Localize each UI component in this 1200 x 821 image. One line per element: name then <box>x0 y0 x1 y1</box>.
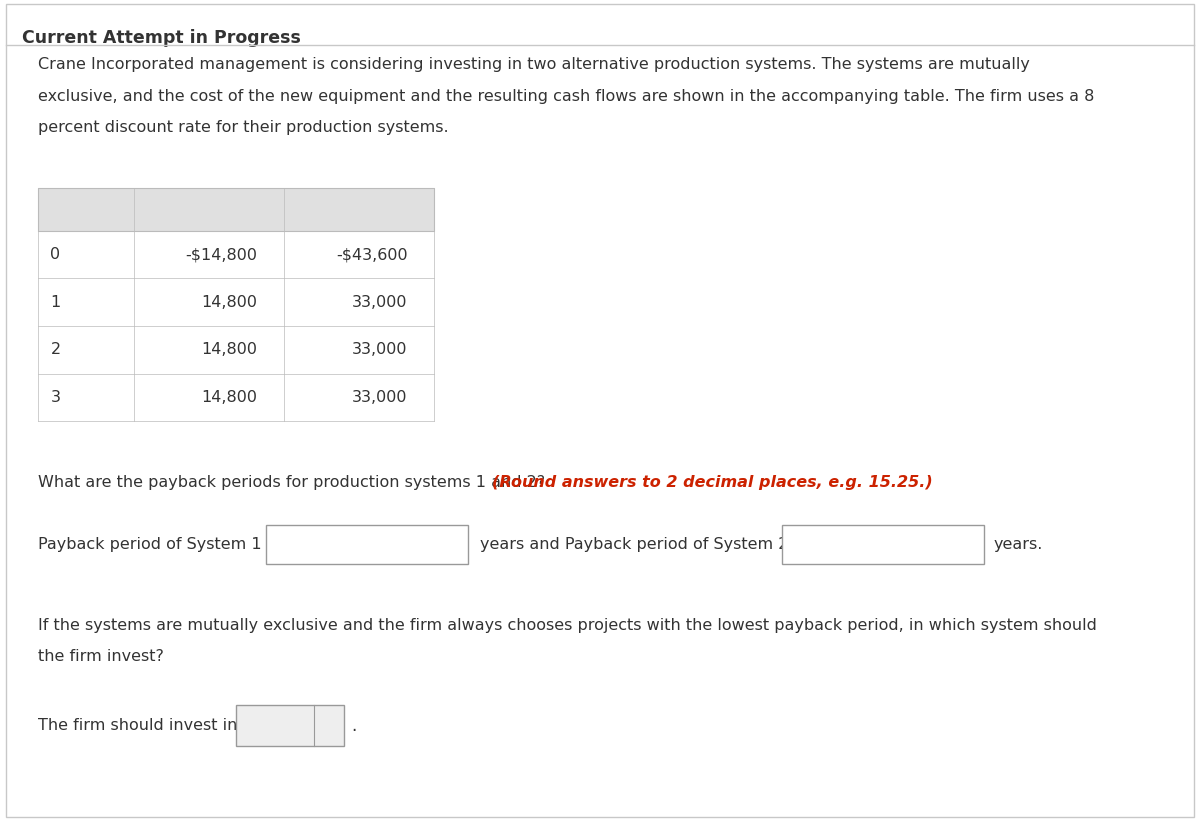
Text: Payback period of System 1 is: Payback period of System 1 is <box>38 537 280 552</box>
Text: -$14,800: -$14,800 <box>185 247 257 262</box>
Text: Crane Incorporated management is considering investing in two alternative produc: Crane Incorporated management is conside… <box>38 57 1031 72</box>
Text: the firm invest?: the firm invest? <box>38 649 164 664</box>
Text: System 1: System 1 <box>168 202 251 217</box>
Text: 3: 3 <box>50 390 60 405</box>
Text: (Round answers to 2 decimal places, e.g. 15.25.): (Round answers to 2 decimal places, e.g.… <box>492 475 932 489</box>
Text: Year: Year <box>50 202 90 217</box>
Text: ▼: ▼ <box>322 728 329 736</box>
Text: Current Attempt in Progress: Current Attempt in Progress <box>22 29 300 47</box>
Text: years.: years. <box>994 537 1043 552</box>
Text: 33,000: 33,000 <box>352 390 408 405</box>
Text: 0: 0 <box>50 247 60 262</box>
Text: .: . <box>352 717 356 735</box>
Text: -$43,600: -$43,600 <box>336 247 408 262</box>
Text: 2: 2 <box>50 342 60 357</box>
Text: If the systems are mutually exclusive and the firm always chooses projects with : If the systems are mutually exclusive an… <box>38 618 1097 633</box>
Text: exclusive, and the cost of the new equipment and the resulting cash flows are sh: exclusive, and the cost of the new equip… <box>38 89 1094 103</box>
Text: 33,000: 33,000 <box>352 295 408 310</box>
Text: What are the payback periods for production systems 1 and 2?: What are the payback periods for product… <box>38 475 551 489</box>
Text: 14,800: 14,800 <box>202 295 257 310</box>
Text: System 2: System 2 <box>318 202 401 217</box>
Text: percent discount rate for their production systems.: percent discount rate for their producti… <box>38 120 449 135</box>
Text: 33,000: 33,000 <box>352 342 408 357</box>
Text: The firm should invest in: The firm should invest in <box>38 718 238 733</box>
Text: 14,800: 14,800 <box>202 390 257 405</box>
Text: years and Payback period of System 2 is: years and Payback period of System 2 is <box>480 537 806 552</box>
Text: 1: 1 <box>50 295 61 310</box>
Text: 14,800: 14,800 <box>202 342 257 357</box>
Text: ▲: ▲ <box>322 715 329 723</box>
